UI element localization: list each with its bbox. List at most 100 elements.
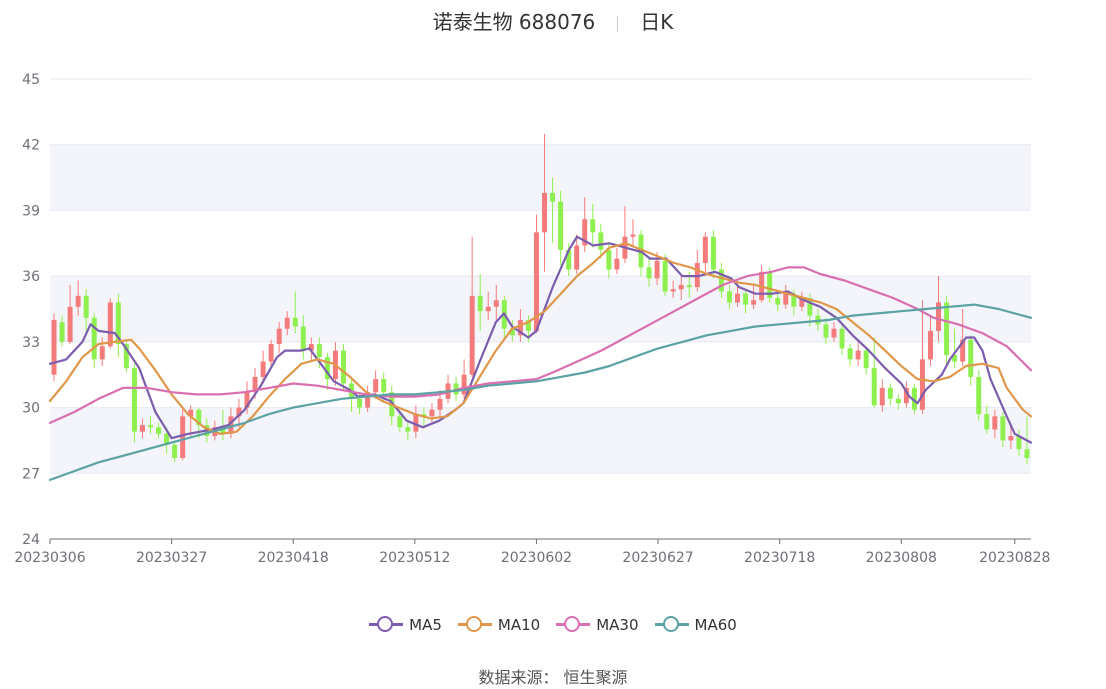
data-source-name: 恒生聚源 [563, 668, 628, 687]
candle-body [1008, 436, 1014, 441]
candle-body [654, 260, 660, 279]
candlestick-chart: 24 27 30 33 36 39 42 45 20230306 20230327 20230418… [14, 72, 1050, 566]
x-tick-label: 20230602 [501, 550, 572, 566]
chart-title: 诺泰生物 688076 日K [0, 6, 1106, 35]
candle-body [260, 361, 266, 377]
candle-body [992, 416, 998, 430]
legend-label: MA30 [596, 615, 639, 634]
candle-body [743, 293, 749, 305]
candle-body [590, 219, 596, 233]
y-tick-label: 39 [22, 203, 40, 219]
candle-body [525, 319, 531, 331]
grid-band [50, 407, 1031, 474]
candle-body [220, 427, 226, 434]
legend-marker [369, 616, 404, 632]
candle-body [172, 444, 178, 458]
candle-body [51, 319, 57, 375]
stock-name-code: 诺泰生物 688076 [432, 10, 596, 34]
candle-body [807, 298, 813, 316]
candle-body [156, 427, 162, 434]
candle-body [485, 306, 491, 312]
ma60-line [48, 303, 1033, 481]
candle-body [477, 295, 483, 312]
candle-body [839, 328, 845, 349]
candle-body [148, 425, 154, 428]
candle-body [196, 409, 202, 426]
legend-item-ma10[interactable]: MA10 [457, 616, 540, 634]
candle-body [952, 355, 958, 362]
candle-body [107, 302, 113, 347]
candle-body [855, 350, 861, 360]
candle-body [252, 376, 258, 393]
data-source: 数据来源： 恒生聚源 [0, 664, 1106, 688]
candle-body [783, 293, 789, 305]
y-tick-label: 42 [22, 138, 40, 154]
candle-body [726, 291, 732, 303]
legend-item-ma5[interactable]: MA5 [369, 616, 442, 634]
candle-body [67, 306, 73, 342]
legend-circle-icon [662, 616, 679, 632]
y-tick-label: 33 [22, 335, 40, 351]
grid-band [50, 276, 1031, 342]
candle-body [292, 317, 298, 327]
candle-body [1000, 416, 1006, 441]
candle-body [735, 293, 740, 303]
candle-body [59, 322, 65, 342]
candle-body [984, 414, 990, 430]
candle-body [405, 427, 411, 432]
x-tick-label: 20230512 [379, 550, 450, 566]
period-label: 日K [640, 10, 674, 34]
x-tick-label: 20230718 [744, 550, 815, 566]
candle-body [566, 249, 572, 270]
candle-body [799, 298, 805, 307]
candle-body [188, 409, 194, 417]
chart-legend: MA5 MA10 MA30 MA60 [0, 612, 1106, 634]
legend-label: MA60 [694, 615, 737, 634]
candle-body [887, 387, 893, 399]
candle-body [911, 387, 917, 410]
legend-item-ma60[interactable]: MA60 [654, 615, 737, 634]
ma30-line [48, 266, 1033, 424]
candle-body [767, 271, 773, 299]
x-tick-label: 20230327 [136, 550, 207, 566]
y-tick-label: 45 [22, 72, 40, 88]
candle-body [164, 433, 170, 445]
legend-circle-icon [465, 616, 482, 632]
candle-body [244, 392, 250, 408]
candle-body [461, 374, 467, 395]
candle-body [646, 267, 652, 279]
candle-body [871, 368, 877, 406]
candle-body [606, 249, 612, 270]
candle-body [228, 416, 234, 434]
x-tick-label: 20230627 [622, 550, 693, 566]
candle-body [847, 348, 853, 360]
candle-body [614, 258, 620, 270]
candle-body [276, 328, 282, 345]
candle-body [324, 357, 330, 380]
candle-body [919, 359, 925, 410]
candle-body [670, 289, 676, 292]
candle-body [365, 392, 371, 408]
legend-circle-icon [377, 616, 394, 632]
legend-item-ma30[interactable]: MA30 [556, 615, 639, 634]
candle-body [381, 379, 387, 393]
x-tick-label: 20230306 [14, 550, 85, 566]
x-tick-label: 20230418 [258, 550, 329, 566]
candle-body [83, 295, 89, 318]
y-tick-label: 36 [22, 269, 40, 285]
candle-body [341, 350, 346, 384]
candle-body [879, 387, 885, 406]
legend-marker [457, 616, 492, 632]
legend-label: MA5 [409, 615, 442, 634]
y-tick-label: 24 [22, 532, 40, 548]
candle-body [718, 269, 724, 292]
candle-body [300, 326, 306, 351]
candle-body [944, 302, 950, 355]
candle-body [139, 425, 145, 432]
candle-body [1024, 449, 1030, 458]
candle-body [936, 302, 942, 331]
candle-body [710, 236, 716, 270]
candle-body [180, 416, 186, 458]
legend-circle-icon [564, 616, 581, 632]
candle-body [413, 414, 419, 432]
